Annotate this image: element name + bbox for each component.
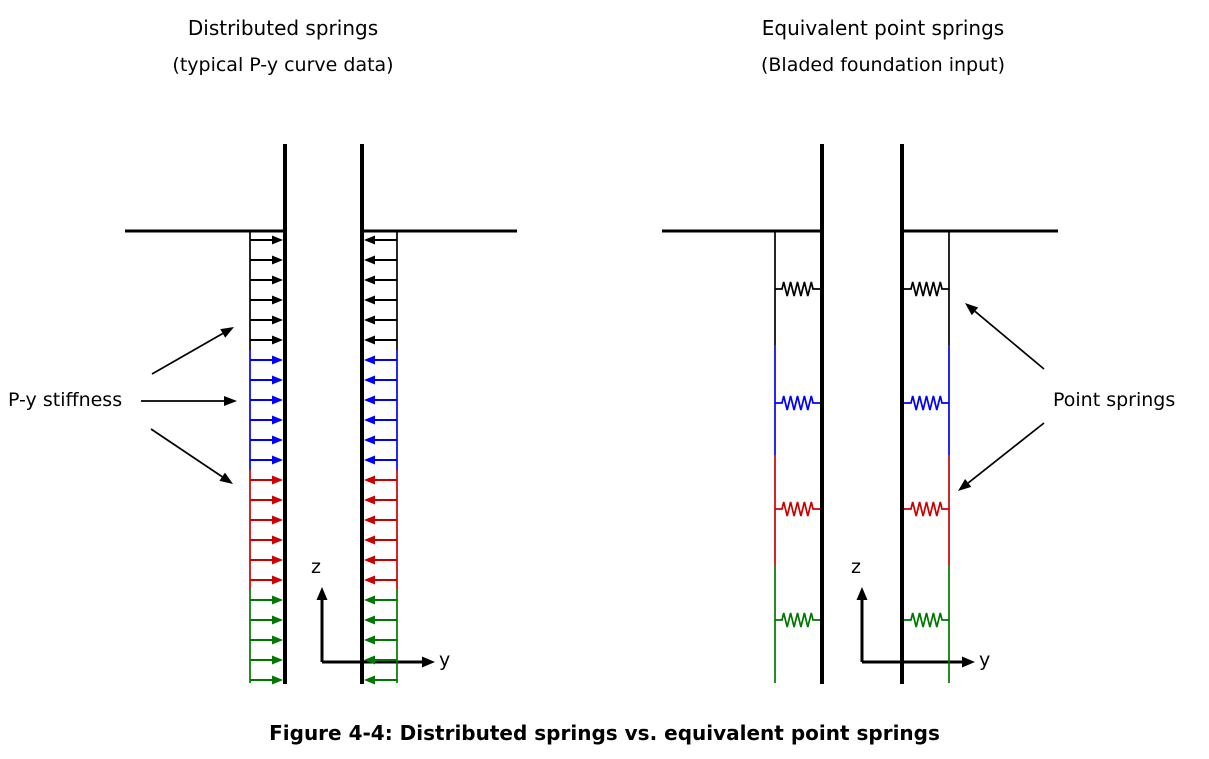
p-y-arrow-left-blue-5-head xyxy=(272,455,283,465)
p-y-arrow-left-black-4-head xyxy=(272,315,283,325)
p-y-arrow-left-green-2-head xyxy=(272,635,283,645)
p-y-arrow-right-black-2-head xyxy=(364,275,375,285)
p-y-arrow-right-red-0-head xyxy=(364,475,375,485)
figure-caption: Figure 4-4: Distributed springs vs. equi… xyxy=(269,721,940,745)
p-y-arrow-right-blue-5-head xyxy=(364,455,375,465)
p-y-arrow-left-blue-0-head xyxy=(272,355,283,365)
p-y-arrow-left-black-3-head xyxy=(272,295,283,305)
p-y-arrow-right-black-1-head xyxy=(364,255,375,265)
p-y-arrow-right-green-1-head xyxy=(364,615,375,625)
p-y-arrow-left-red-1-head xyxy=(272,495,283,505)
p-y-arrow-right-green-2-head xyxy=(364,635,375,645)
p-y-arrow-right-red-5-head xyxy=(364,575,375,585)
left-diagram-title: Distributed springs xyxy=(187,16,379,40)
left-diagram-y-axis-arrowhead xyxy=(422,656,435,668)
p-y-arrow-right-blue-1-head xyxy=(364,375,375,385)
left-z-axis-label: z xyxy=(311,556,321,578)
right-diagram-title: Equivalent point springs xyxy=(761,16,1005,40)
p-y-arrow-right-red-1-head xyxy=(364,495,375,505)
p-y-arrow-left-black-0-head xyxy=(272,235,283,245)
p-y-arrow-right-black-4-head xyxy=(364,315,375,325)
p-y-arrow-right-black-5-head xyxy=(364,335,375,345)
p-y-arrow-right-green-3-head xyxy=(364,655,375,665)
p-y-arrow-left-green-1-head xyxy=(272,615,283,625)
p-y-arrow-left-blue-1-head xyxy=(272,375,283,385)
p-y-arrow-right-black-3-head xyxy=(364,295,375,305)
p-y-arrow-left-green-4-head xyxy=(272,675,283,685)
point-springs-pointer-upper-shaft xyxy=(974,310,1045,370)
p-y-arrow-right-blue-0-head xyxy=(364,355,375,365)
point-spring-right-red xyxy=(904,501,949,517)
point-springs-pointer-upper-head xyxy=(965,303,979,316)
point-spring-left-black xyxy=(775,281,820,297)
left-diagram-z-axis-arrowhead xyxy=(316,587,328,600)
p-y-pointer-lower-shaft xyxy=(150,428,223,478)
p-y-stiffness-label: P-y stiffness xyxy=(8,389,123,411)
right-z-axis-label: z xyxy=(851,556,861,578)
p-y-arrow-left-blue-2-head xyxy=(272,395,283,405)
p-y-arrow-left-green-0-head xyxy=(272,595,283,605)
p-y-arrow-right-black-0-head xyxy=(364,235,375,245)
p-y-arrow-right-blue-4-head xyxy=(364,435,375,445)
p-y-arrow-left-blue-4-head xyxy=(272,435,283,445)
point-springs-label: Point springs xyxy=(1053,389,1176,411)
right-diagram-z-axis-arrowhead xyxy=(856,587,868,600)
p-y-arrow-left-black-5-head xyxy=(272,335,283,345)
p-y-arrow-right-blue-2-head xyxy=(364,395,375,405)
point-springs-pointer-lower-head xyxy=(958,479,972,491)
p-y-arrow-left-blue-3-head xyxy=(272,415,283,425)
point-spring-right-green xyxy=(904,612,949,628)
p-y-pointer-upper-shaft xyxy=(151,332,224,375)
p-y-arrow-left-red-5-head xyxy=(272,575,283,585)
right-diagram-subtitle: (Bladed foundation input) xyxy=(760,54,1006,76)
p-y-arrow-left-red-2-head xyxy=(272,515,283,525)
left-diagram-subtitle: (typical P-y curve data) xyxy=(172,54,394,76)
point-spring-right-blue xyxy=(904,395,949,411)
point-springs-pointer-lower-shaft xyxy=(967,422,1045,484)
point-spring-right-black xyxy=(904,281,949,297)
p-y-arrow-left-red-4-head xyxy=(272,555,283,565)
p-y-pointer-upper-head xyxy=(220,327,234,338)
p-y-arrow-right-red-3-head xyxy=(364,535,375,545)
point-spring-left-green xyxy=(775,612,820,628)
p-y-arrow-right-blue-3-head xyxy=(364,415,375,425)
p-y-arrow-right-red-4-head xyxy=(364,555,375,565)
p-y-arrow-left-red-0-head xyxy=(272,475,283,485)
p-y-pointer-lower-head xyxy=(219,472,233,484)
right-y-axis-label: y xyxy=(979,649,991,671)
right-diagram-y-axis-arrowhead xyxy=(962,656,975,668)
point-spring-left-red xyxy=(775,501,820,517)
p-y-arrow-right-green-0-head xyxy=(364,595,375,605)
p-y-arrow-right-green-4-head xyxy=(364,675,375,685)
p-y-arrow-left-black-2-head xyxy=(272,275,283,285)
p-y-arrow-left-red-3-head xyxy=(272,535,283,545)
p-y-pointer-middle-head xyxy=(224,396,237,406)
p-y-arrow-left-black-1-head xyxy=(272,255,283,265)
p-y-arrow-left-green-3-head xyxy=(272,655,283,665)
point-spring-left-blue xyxy=(775,395,820,411)
left-y-axis-label: y xyxy=(439,649,451,671)
p-y-arrow-right-red-2-head xyxy=(364,515,375,525)
